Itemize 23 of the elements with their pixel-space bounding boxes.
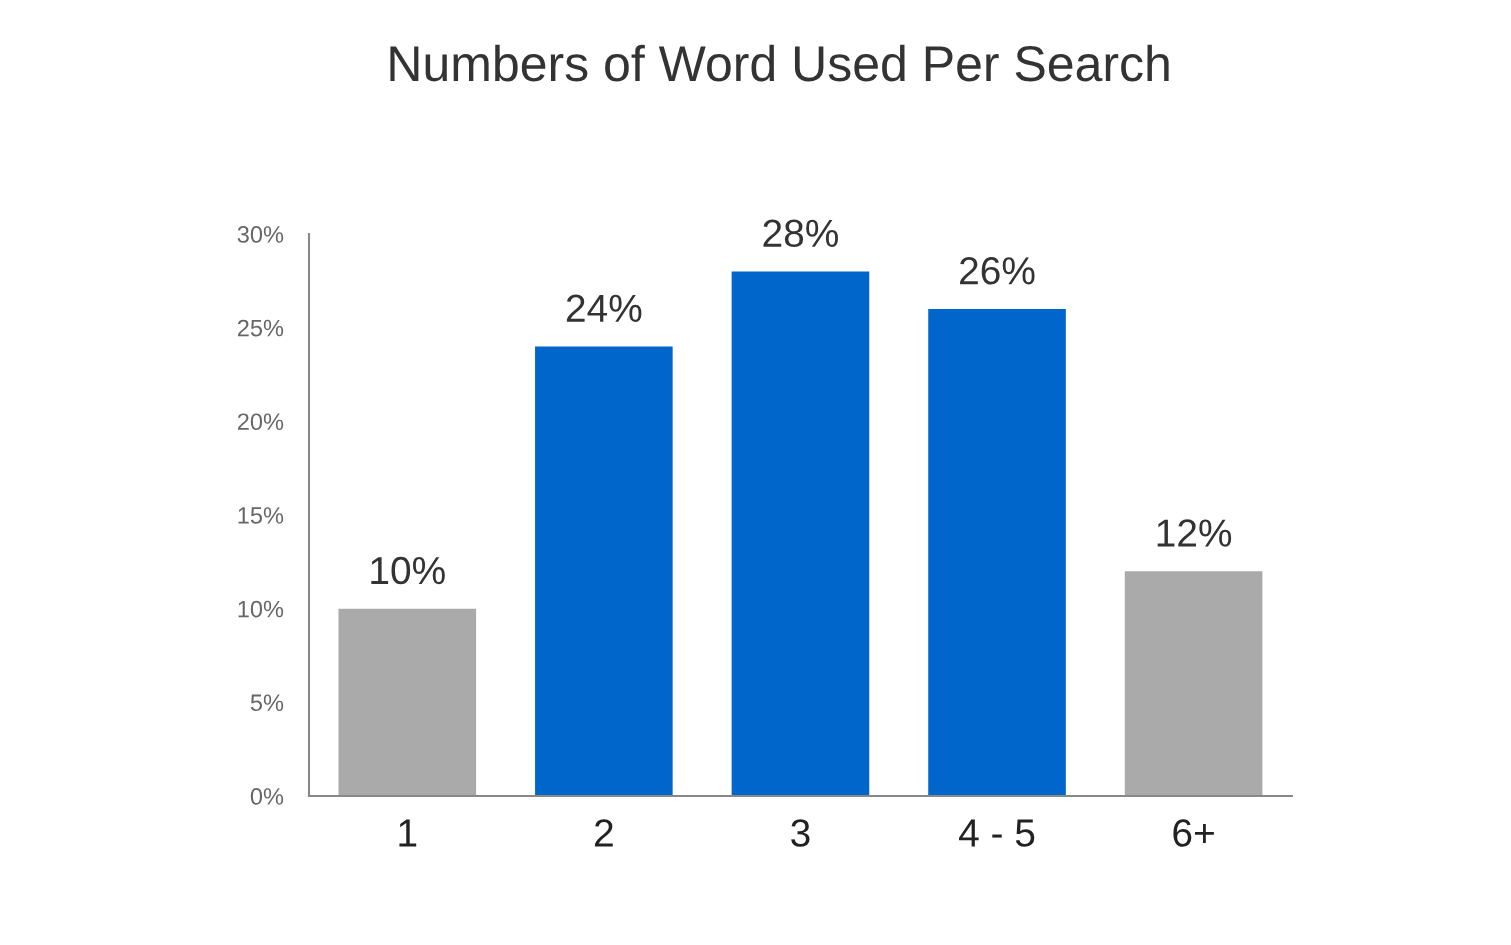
x-tick-label: 4 - 5: [959, 819, 1035, 847]
x-tick-label: 3: [791, 819, 810, 847]
y-tick-label: 20%: [237, 413, 284, 431]
data-label: 10%: [371, 556, 445, 585]
y-tick-label: 30%: [237, 226, 284, 243]
y-tick-label: 10%: [238, 600, 284, 618]
y-tick-label: 25%: [237, 319, 284, 337]
bar: [1124, 571, 1263, 796]
x-tick-label: 2: [595, 819, 613, 847]
x-tick-label: 1: [399, 819, 417, 847]
data-label: 12%: [1157, 519, 1232, 547]
bar: [928, 308, 1066, 796]
x-tick-label: 6+: [1173, 819, 1214, 847]
bar: [338, 608, 477, 796]
data-label: 28%: [763, 219, 838, 248]
y-tick-label: 15%: [238, 507, 284, 524]
bar: [731, 271, 870, 796]
data-label: 24%: [566, 294, 642, 322]
y-tick-label: 0%: [250, 788, 284, 805]
bar: [535, 346, 673, 796]
y-tick-label: 5%: [250, 694, 284, 712]
chart-title: Numbers of Word Used Per Search: [390, 44, 1169, 82]
data-label: 26%: [960, 257, 1035, 285]
